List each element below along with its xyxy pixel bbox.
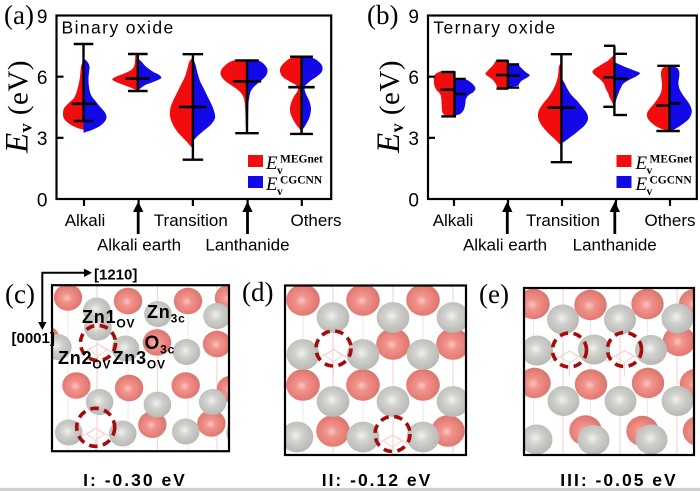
svg-text:9: 9	[37, 7, 48, 28]
svg-text:(d): (d)	[242, 277, 273, 307]
svg-text:III: -0.05 eV: III: -0.05 eV	[560, 470, 677, 490]
svg-text:Others: Others	[644, 211, 695, 230]
svg-text:v: v	[647, 165, 653, 177]
svg-text:Ev (eV): Ev (eV)	[0, 60, 36, 154]
svg-text:Transition: Transition	[154, 211, 228, 230]
svg-text:6: 6	[37, 68, 48, 89]
svg-text:E: E	[265, 153, 278, 174]
svg-text:v: v	[277, 186, 283, 198]
svg-text:[1210]: [1210]	[94, 267, 137, 284]
svg-text:Ternary oxide: Ternary oxide	[433, 18, 556, 38]
svg-text:CGCNN: CGCNN	[280, 175, 323, 187]
svg-text:I: -0.30 eV: I: -0.30 eV	[83, 470, 187, 490]
svg-text:3: 3	[408, 129, 419, 150]
svg-text:Lanthanide: Lanthanide	[205, 236, 289, 255]
svg-text:Binary oxide: Binary oxide	[62, 18, 175, 38]
svg-text:Alkali earth: Alkali earth	[97, 236, 181, 255]
svg-text:v: v	[647, 186, 653, 198]
svg-text:0: 0	[408, 190, 419, 211]
svg-text:II: -0.12 eV: II: -0.12 eV	[322, 470, 433, 490]
svg-text:Transition: Transition	[526, 211, 600, 230]
svg-text:MEGnet: MEGnet	[650, 154, 693, 166]
svg-text:MEGnet: MEGnet	[280, 154, 323, 166]
svg-text:(b): (b)	[367, 0, 398, 30]
svg-text:[0001]: [0001]	[12, 330, 55, 347]
svg-text:E: E	[635, 153, 648, 174]
svg-text:9: 9	[408, 7, 419, 28]
svg-text:(e): (e)	[479, 279, 509, 309]
svg-text:Alkali: Alkali	[65, 211, 106, 230]
svg-text:0: 0	[37, 190, 48, 211]
svg-text:Alkali earth: Alkali earth	[463, 236, 547, 255]
svg-text:Alkali: Alkali	[433, 211, 474, 230]
svg-text:(c): (c)	[5, 279, 35, 309]
svg-text:3: 3	[37, 129, 48, 150]
svg-text:CGCNN: CGCNN	[650, 175, 693, 187]
svg-text:Ev (eV): Ev (eV)	[371, 60, 407, 154]
svg-text:Lanthanide: Lanthanide	[573, 236, 657, 255]
svg-text:v: v	[277, 165, 283, 177]
svg-text:6: 6	[408, 68, 419, 89]
svg-text:Others: Others	[290, 211, 341, 230]
svg-text:E: E	[265, 174, 278, 195]
svg-text:E: E	[635, 174, 648, 195]
svg-text:(a): (a)	[4, 0, 34, 30]
